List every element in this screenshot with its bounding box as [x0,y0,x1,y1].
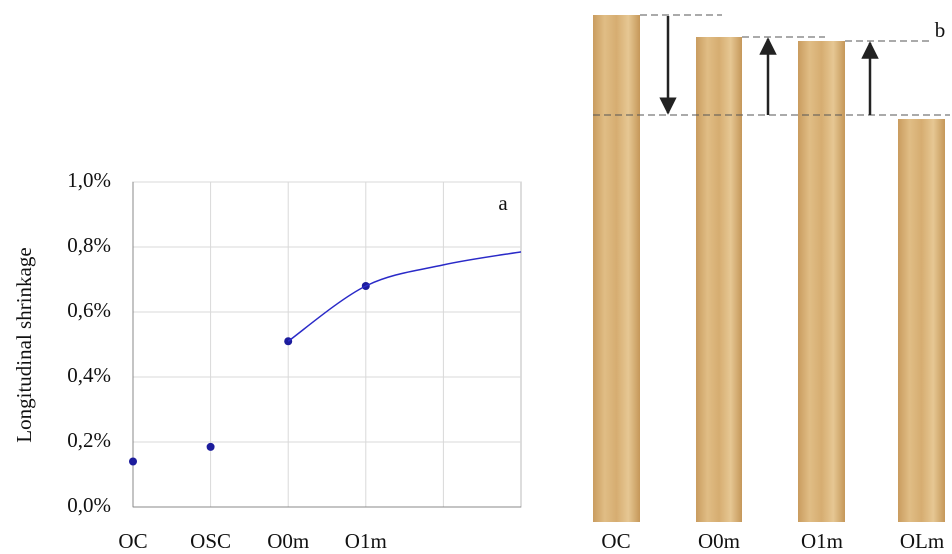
y-axis-label: Longitudinal shrinkage [12,247,36,442]
x-tick-label: OC [118,529,147,553]
data-point [206,442,215,451]
wood-sample [696,37,742,522]
chart: a Longitudinal shrinkage 0,0% 0,2% 0,4% 0,6… [12,168,522,553]
x-tick-label: OSC [190,529,231,553]
wood-sample [593,15,640,522]
panel-label: a [498,191,508,215]
x-tick-label: O1m [345,529,387,553]
y-tick-label: 0,0% [67,493,111,517]
photo-panel: b OC O0m O1m OLm [593,14,950,553]
y-tick-label: 0,8% [67,233,111,257]
plot-area [132,181,522,508]
y-tick-label: 0,2% [67,428,111,452]
x-tick-label: O0m [267,529,309,553]
y-tick-label: 0,4% [67,363,111,387]
sample-label: O1m [801,529,843,553]
fit-line [287,251,522,342]
panel-label: b [935,18,946,42]
sample-label: O0m [698,529,740,553]
wood-sample [898,119,945,522]
data-point [129,457,137,466]
sample-label: OLm [900,529,944,553]
sample-label: OC [601,529,630,553]
y-tick-label: 1,0% [67,168,111,192]
wood-sample [798,41,845,522]
y-tick-label: 0,6% [67,298,111,322]
